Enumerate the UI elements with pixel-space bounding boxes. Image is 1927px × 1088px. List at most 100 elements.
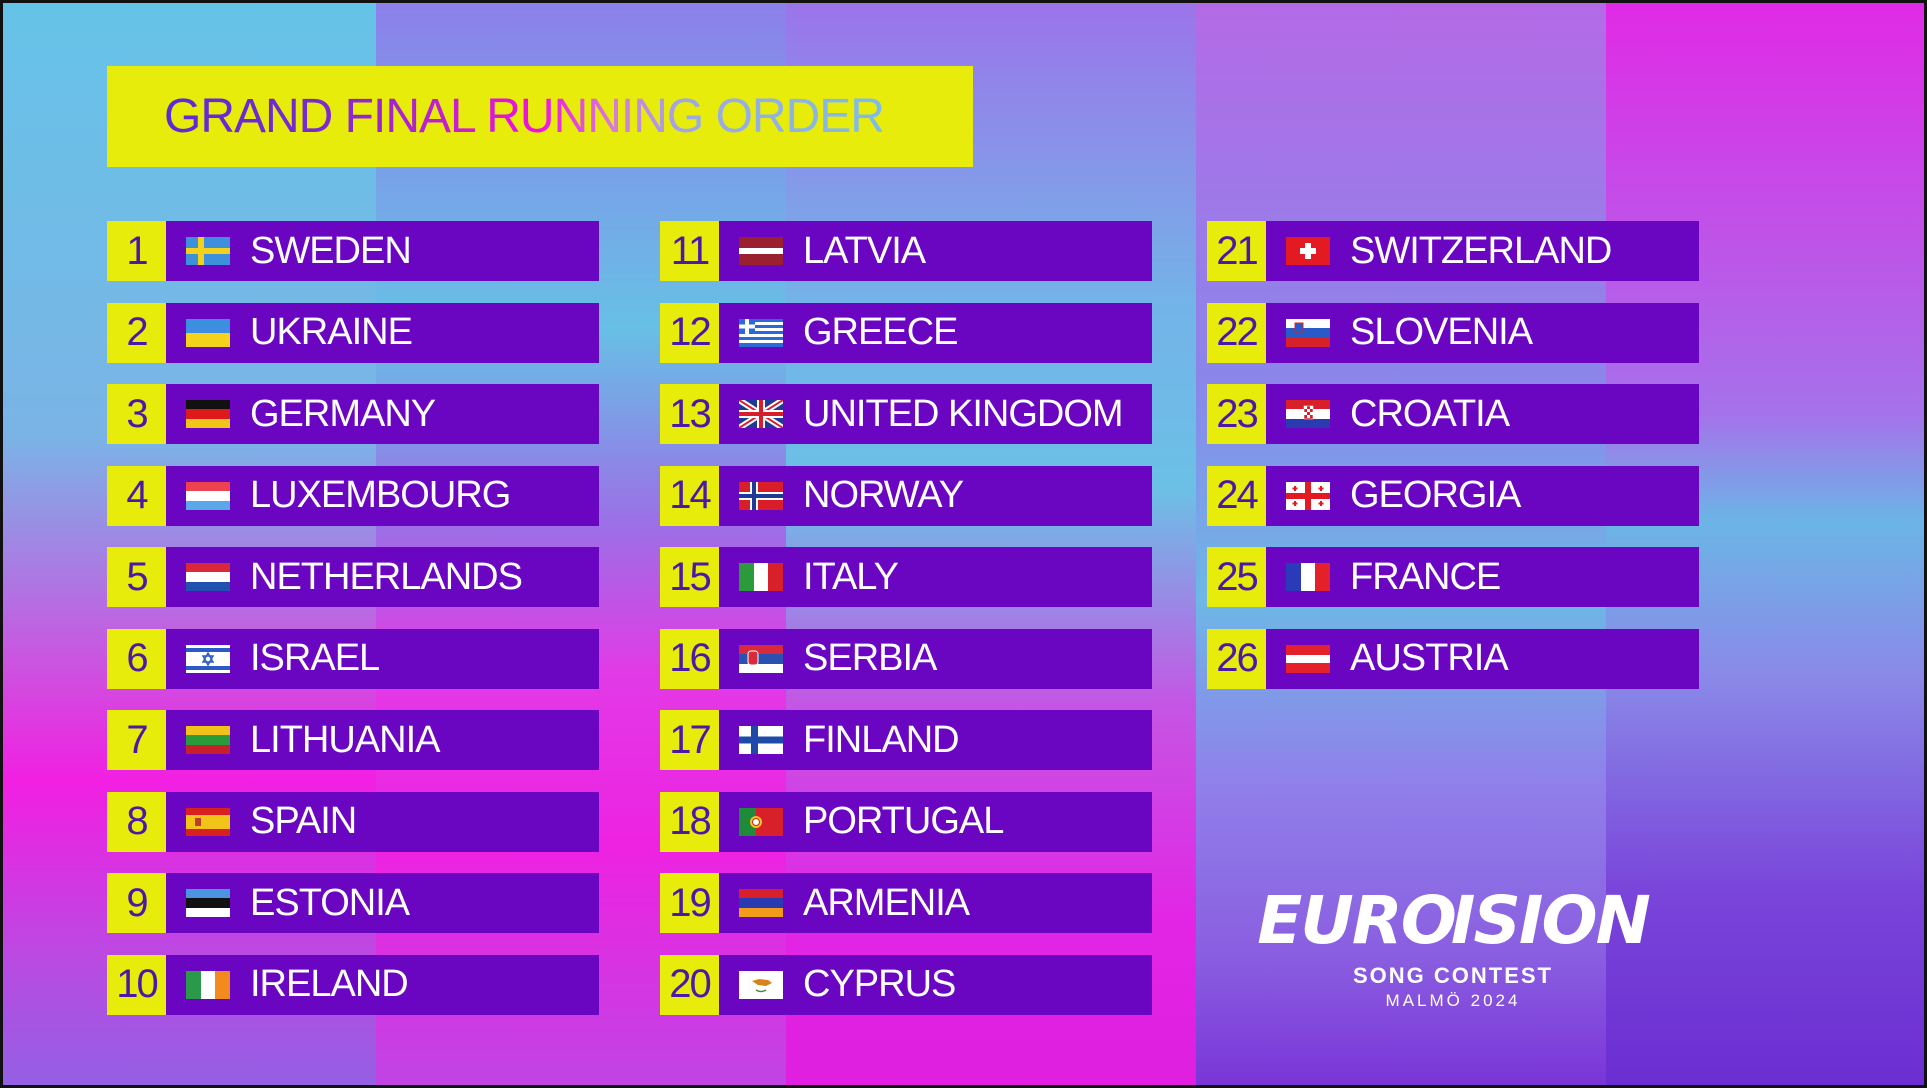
country-bar: ITALY bbox=[719, 547, 1152, 607]
country-name: NORWAY bbox=[803, 474, 964, 516]
list-item: 12 GREECE bbox=[660, 302, 1152, 363]
list-item: 9 ESTONIA bbox=[107, 873, 599, 933]
running-order-number: 5 bbox=[107, 547, 166, 607]
list-item: 3 GERMANY bbox=[107, 384, 599, 444]
list-item: 4 LUXEMBOURG bbox=[107, 465, 599, 526]
latvia-flag-icon bbox=[739, 237, 783, 265]
country-bar: GEORGIA bbox=[1266, 465, 1699, 526]
running-order-number: 9 bbox=[107, 873, 166, 933]
page-title: GRAND FINAL RUNNING ORDER bbox=[164, 90, 885, 143]
running-order-number: 22 bbox=[1207, 302, 1266, 363]
country-bar: CROATIA bbox=[1266, 384, 1699, 444]
country-bar: NORWAY bbox=[719, 465, 1152, 526]
spain-flag-icon bbox=[186, 807, 230, 836]
armenia-flag-icon bbox=[739, 889, 783, 917]
list-item: 2 UKRAINE bbox=[107, 302, 599, 363]
running-order-number: 3 bbox=[107, 384, 166, 444]
country-bar: SERBIA bbox=[719, 628, 1152, 689]
running-order-number: 24 bbox=[1207, 465, 1266, 526]
list-item: 10 IRELAND bbox=[107, 954, 599, 1015]
country-name: SWEDEN bbox=[250, 229, 412, 272]
country-name: UNITED KINGDOM bbox=[803, 392, 1124, 435]
running-order-number: 20 bbox=[660, 954, 719, 1015]
running-order-number: 25 bbox=[1207, 547, 1266, 607]
netherlands-flag-icon bbox=[186, 563, 230, 591]
logo-subtitle: SONG CONTEST bbox=[1352, 963, 1553, 988]
cyprus-flag-icon bbox=[739, 970, 783, 999]
running-order-number: 12 bbox=[660, 302, 719, 363]
country-name: IRELAND bbox=[250, 963, 409, 1005]
slovenia-flag-icon bbox=[1286, 318, 1330, 347]
country-name: FRANCE bbox=[1350, 555, 1501, 598]
portugal-flag-icon bbox=[739, 807, 783, 836]
list-item: 16 SERBIA bbox=[660, 628, 1152, 689]
background-stripe bbox=[1196, 3, 1606, 1085]
serbia-flag-icon bbox=[739, 644, 783, 673]
country-bar: GREECE bbox=[719, 302, 1152, 363]
running-order-number: 10 bbox=[107, 954, 166, 1015]
country-name: NETHERLANDS bbox=[250, 555, 523, 598]
list-item: 26 AUSTRIA bbox=[1207, 628, 1699, 689]
list-item: 15 ITALY bbox=[660, 547, 1152, 607]
list-item: 17 FINLAND bbox=[660, 710, 1152, 770]
running-order-number: 1 bbox=[107, 221, 166, 281]
running-order-number: 2 bbox=[107, 302, 166, 363]
list-item: 20 CYPRUS bbox=[660, 954, 1152, 1015]
running-order-number: 4 bbox=[107, 465, 166, 526]
country-bar: IRELAND bbox=[166, 954, 599, 1015]
running-order-number: 11 bbox=[660, 221, 719, 281]
france-flag-icon bbox=[1286, 563, 1330, 591]
country-name: GREECE bbox=[803, 311, 958, 353]
country-bar: ISRAEL bbox=[166, 628, 599, 689]
running-order-number: 14 bbox=[660, 465, 719, 526]
list-item: 1 SWEDEN bbox=[107, 221, 599, 281]
country-bar: NETHERLANDS bbox=[166, 547, 599, 607]
austria-flag-icon bbox=[1286, 644, 1330, 673]
country-bar: FRANCE bbox=[1266, 547, 1699, 607]
country-name: ISRAEL bbox=[250, 637, 380, 679]
country-bar: UNITED KINGDOM bbox=[719, 384, 1152, 444]
finland-flag-icon bbox=[739, 726, 783, 754]
running-order-number: 13 bbox=[660, 384, 719, 444]
country-bar: FINLAND bbox=[719, 710, 1152, 770]
country-bar: AUSTRIA bbox=[1266, 628, 1699, 689]
country-name: LATVIA bbox=[803, 229, 926, 272]
switzerland-flag-icon bbox=[1286, 237, 1330, 265]
logo-word-left: EURO bbox=[1257, 882, 1457, 959]
title-banner: GRAND FINAL RUNNING ORDER bbox=[107, 66, 973, 167]
luxembourg-flag-icon bbox=[186, 481, 230, 510]
norway-flag-icon bbox=[739, 481, 783, 510]
logo-wordmark: EURO ISION bbox=[1257, 883, 1651, 959]
ireland-flag-icon bbox=[186, 970, 230, 999]
country-bar: SWITZERLAND bbox=[1266, 221, 1699, 281]
logo-word-right: ISION bbox=[1450, 882, 1651, 959]
list-item: 6 ISRAEL bbox=[107, 628, 599, 689]
country-name: SERBIA bbox=[803, 637, 937, 679]
list-item: 11 LATVIA bbox=[660, 221, 1152, 281]
country-bar: CYPRUS bbox=[719, 954, 1152, 1015]
country-name: ARMENIA bbox=[803, 881, 970, 924]
country-name: SPAIN bbox=[250, 800, 357, 842]
list-item: 7 LITHUANIA bbox=[107, 710, 599, 770]
list-item: 24 GEORGIA bbox=[1207, 465, 1699, 526]
country-bar: SLOVENIA bbox=[1266, 302, 1699, 363]
list-item: 18 PORTUGAL bbox=[660, 791, 1152, 852]
country-bar: LITHUANIA bbox=[166, 710, 599, 770]
country-name: GEORGIA bbox=[1350, 474, 1521, 516]
sweden-flag-icon bbox=[186, 237, 230, 265]
running-order-number: 16 bbox=[660, 628, 719, 689]
list-item: 5 NETHERLANDS bbox=[107, 547, 599, 607]
country-name: PORTUGAL bbox=[803, 800, 1004, 842]
running-order-number: 23 bbox=[1207, 384, 1266, 444]
country-bar: LUXEMBOURG bbox=[166, 465, 599, 526]
running-order-number: 21 bbox=[1207, 221, 1266, 281]
list-item: 25 FRANCE bbox=[1207, 547, 1699, 607]
country-name: CYPRUS bbox=[803, 963, 956, 1005]
country-bar: ARMENIA bbox=[719, 873, 1152, 933]
country-name: FINLAND bbox=[803, 718, 960, 761]
united-kingdom-flag-icon bbox=[739, 400, 783, 428]
country-bar: ESTONIA bbox=[166, 873, 599, 933]
country-bar: PORTUGAL bbox=[719, 791, 1152, 852]
estonia-flag-icon bbox=[186, 889, 230, 917]
country-name: ITALY bbox=[803, 555, 899, 598]
